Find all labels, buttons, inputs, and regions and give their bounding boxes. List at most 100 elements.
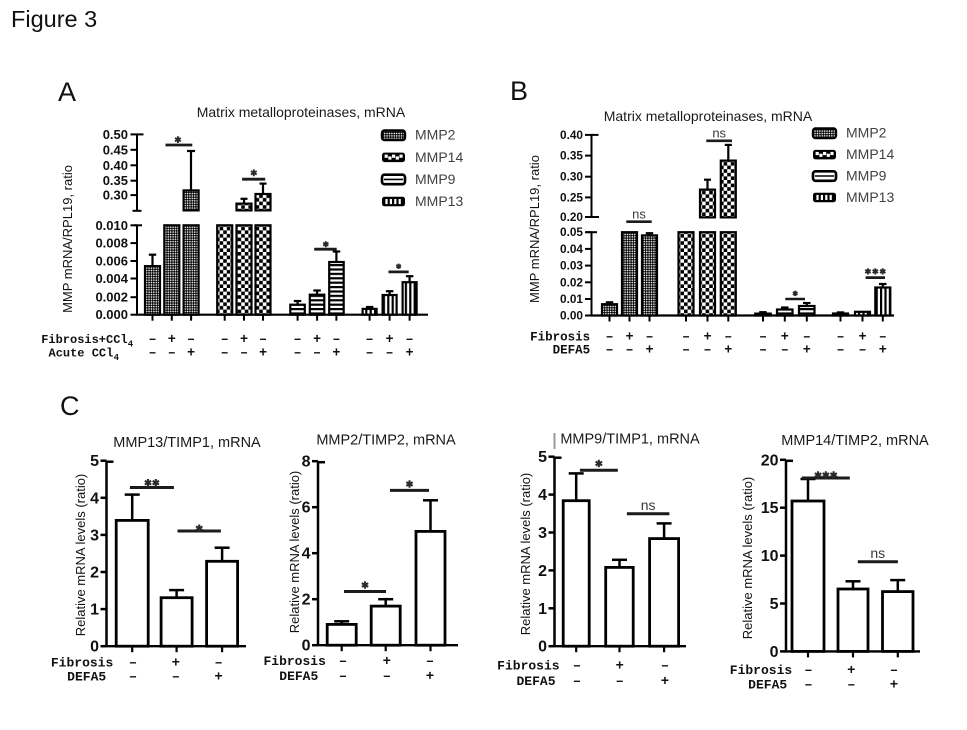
svg-text:0: 0 <box>538 639 547 656</box>
svg-text:DEFA5: DEFA5 <box>67 670 106 685</box>
svg-text:–: – <box>240 347 248 362</box>
svg-text:MMP2/TIMP2, mRNA: MMP2/TIMP2, mRNA <box>316 433 456 449</box>
svg-text:+: + <box>168 333 176 348</box>
svg-text:+: + <box>890 678 898 694</box>
svg-text:–: – <box>172 670 180 686</box>
svg-text:0.004: 0.004 <box>95 271 128 286</box>
svg-text:+: + <box>426 669 434 685</box>
svg-text:+: + <box>214 670 222 686</box>
svg-text:0.008: 0.008 <box>95 236 128 251</box>
svg-text:–: – <box>682 344 690 359</box>
svg-text:+: + <box>172 656 180 672</box>
svg-text:15: 15 <box>761 500 779 517</box>
svg-text:–: – <box>366 333 374 348</box>
svg-text:–: – <box>703 344 711 359</box>
svg-text:–: – <box>426 654 434 670</box>
svg-text:MMP9: MMP9 <box>415 171 456 187</box>
svg-text:0.40: 0.40 <box>103 158 128 173</box>
svg-text:Fibrosis: Fibrosis <box>263 654 326 669</box>
svg-text:0.05: 0.05 <box>560 225 583 239</box>
svg-text:4: 4 <box>128 340 134 350</box>
svg-text:+: + <box>847 663 855 679</box>
svg-text:–: – <box>294 347 302 362</box>
svg-text:MMP13: MMP13 <box>846 189 894 205</box>
svg-text:–: – <box>366 347 374 362</box>
svg-text:MMP14: MMP14 <box>846 146 894 162</box>
svg-text:4: 4 <box>90 490 99 507</box>
svg-text:–: – <box>294 333 302 348</box>
svg-text:3: 3 <box>538 525 547 542</box>
svg-text:+: + <box>332 347 340 362</box>
svg-text:4: 4 <box>114 353 120 363</box>
svg-text:–: – <box>383 669 391 685</box>
svg-text:–: – <box>858 344 866 359</box>
svg-text:1: 1 <box>538 601 547 618</box>
svg-text:–: – <box>759 344 767 359</box>
svg-text:0.25: 0.25 <box>560 190 583 204</box>
svg-text:ns: ns <box>632 207 646 222</box>
svg-text:+: + <box>240 333 248 348</box>
svg-text:–: – <box>332 333 340 348</box>
svg-text:B: B <box>510 76 528 106</box>
svg-text:C: C <box>60 391 80 421</box>
svg-text:3: 3 <box>90 527 99 544</box>
svg-text:–: – <box>259 333 267 348</box>
svg-text:0.00: 0.00 <box>560 309 583 323</box>
svg-text:DEFA5: DEFA5 <box>516 674 555 689</box>
svg-text:5: 5 <box>538 449 547 466</box>
svg-text:MMP9: MMP9 <box>846 168 887 184</box>
svg-text:–: – <box>214 656 222 672</box>
svg-text:1: 1 <box>90 602 99 619</box>
svg-text:+: + <box>313 333 321 348</box>
svg-text:–: – <box>168 347 176 362</box>
svg-text:2: 2 <box>302 592 311 609</box>
svg-text:–: – <box>759 330 767 345</box>
svg-text:0.010: 0.010 <box>95 218 128 233</box>
svg-text:–: – <box>803 330 811 345</box>
svg-text:DEFA5: DEFA5 <box>553 343 591 357</box>
svg-text:Fibrosis: Fibrosis <box>497 659 560 674</box>
svg-text:–: – <box>339 669 347 685</box>
svg-text:0.35: 0.35 <box>560 149 583 163</box>
svg-text:0.30: 0.30 <box>103 188 128 203</box>
svg-text:20: 20 <box>761 452 779 469</box>
svg-text:–: – <box>129 656 137 672</box>
svg-text:4: 4 <box>302 546 311 563</box>
svg-text:0: 0 <box>90 639 99 656</box>
svg-text:0.45: 0.45 <box>103 142 128 157</box>
svg-text:2: 2 <box>90 565 99 582</box>
svg-text:ns: ns <box>712 126 726 141</box>
svg-text:0: 0 <box>302 638 311 655</box>
svg-text:0.002: 0.002 <box>95 290 128 305</box>
svg-text:+: + <box>645 344 653 359</box>
svg-text:Figure 3: Figure 3 <box>11 6 97 32</box>
svg-text:–: – <box>605 330 613 345</box>
svg-text:0.04: 0.04 <box>560 242 583 256</box>
svg-text:–: – <box>148 347 156 362</box>
svg-text:6: 6 <box>302 500 311 517</box>
svg-text:–: – <box>386 347 394 362</box>
svg-text:Matrix metalloproteinases, mRN: Matrix metalloproteinases, mRNA <box>604 108 813 124</box>
svg-text:0.01: 0.01 <box>560 292 583 306</box>
svg-text:0.50: 0.50 <box>103 127 128 142</box>
svg-text:MMP mRNA/RPL19, ratio: MMP mRNA/RPL19, ratio <box>60 165 75 313</box>
svg-text:8: 8 <box>302 454 311 471</box>
svg-text:+: + <box>703 330 711 345</box>
svg-text:0.03: 0.03 <box>560 259 583 273</box>
svg-text:DEFA5: DEFA5 <box>279 669 318 684</box>
svg-text:–: – <box>682 330 690 345</box>
svg-text:0: 0 <box>770 644 779 661</box>
svg-text:MMP14: MMP14 <box>415 149 463 165</box>
svg-text:–: – <box>339 654 347 670</box>
svg-text:A: A <box>58 77 76 107</box>
svg-text:+: + <box>781 330 789 345</box>
svg-text:–: – <box>645 330 653 345</box>
svg-text:+: + <box>858 330 866 345</box>
svg-text:+: + <box>406 347 414 362</box>
svg-text:–: – <box>573 659 581 675</box>
svg-text:Matrix metalloproteinases, mRN: Matrix metalloproteinases, mRNA <box>197 104 406 120</box>
svg-text:5: 5 <box>90 453 99 470</box>
svg-text:4: 4 <box>538 487 547 504</box>
svg-text:+: + <box>625 330 633 345</box>
svg-text:–: – <box>221 347 229 362</box>
